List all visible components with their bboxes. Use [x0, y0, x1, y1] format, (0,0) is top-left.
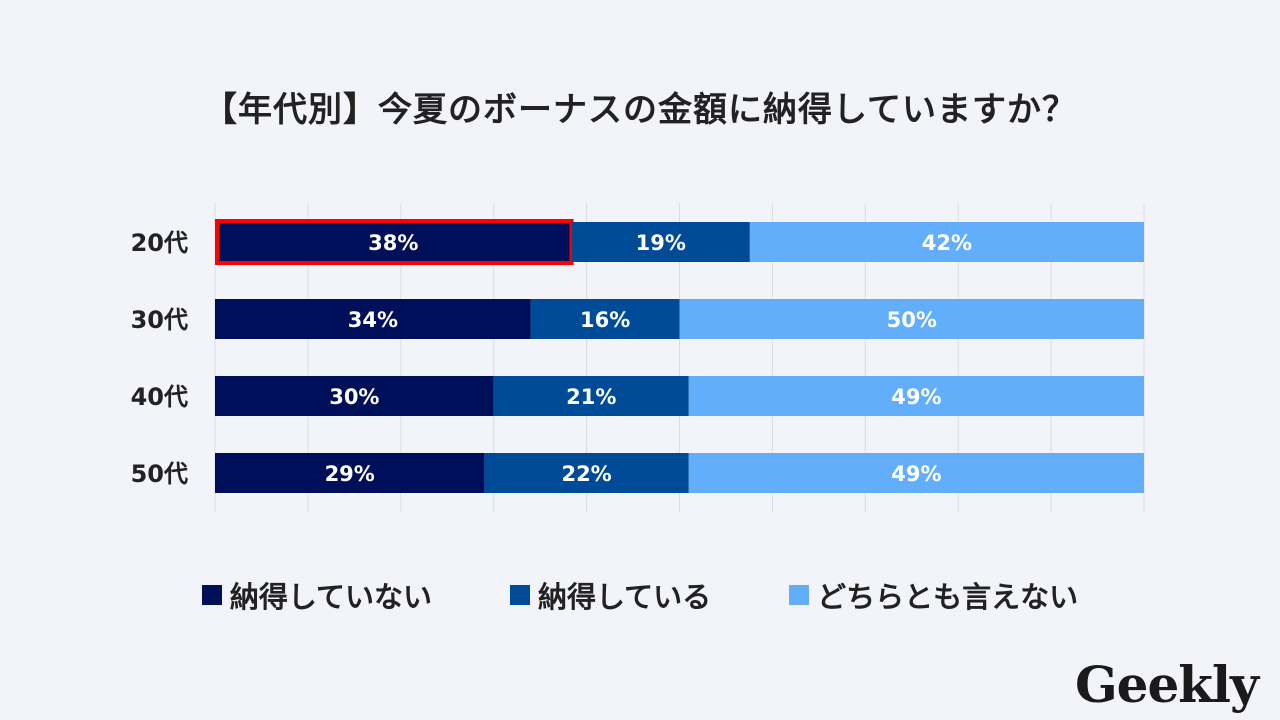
legend-item-not-satisfied: 納得していない: [201, 574, 432, 616]
legend: 納得していない 納得している どちらとも言えない: [0, 574, 1280, 616]
category-label: 40代: [131, 383, 188, 411]
bar-segment: [749, 222, 1144, 262]
category-label: 50代: [131, 460, 188, 488]
category-label: 30代: [131, 306, 188, 334]
data-label: 49%: [891, 462, 941, 486]
data-label: 38%: [368, 231, 418, 255]
bar-segment: [215, 453, 485, 493]
data-label: 30%: [329, 385, 379, 409]
bar-segment: [215, 222, 572, 262]
data-label: 19%: [636, 231, 686, 255]
bar-segment: [571, 222, 750, 262]
bar-segment: [530, 299, 680, 339]
data-label: 22%: [561, 462, 611, 486]
legend-label: 納得している: [537, 580, 712, 614]
legend-swatch: [509, 585, 530, 605]
legend-label: どちらとも言えない: [817, 580, 1079, 614]
data-label: 29%: [325, 462, 375, 486]
data-label: 49%: [891, 385, 941, 409]
legend-swatch: [789, 585, 810, 605]
bar-chart: 20代 38% 19% 42% 30代 34% 16% 50% 40代 30% 21% 49% 50代 2…: [131, 203, 1145, 512]
bar-segment: [679, 299, 1144, 339]
legend-item-satisfied: 納得している: [509, 574, 712, 616]
data-label: 16%: [580, 308, 630, 332]
legend-swatch: [201, 585, 222, 605]
legend-label: 納得していない: [229, 580, 432, 614]
chart-title: 【年代別】今夏のボーナスの金額に納得していますか？: [203, 90, 1077, 130]
bar-segment: [215, 299, 531, 339]
bar-segment: [688, 453, 1144, 493]
bar-segment: [215, 376, 494, 416]
geekly-logo: Geekly: [1074, 655, 1259, 714]
data-label: 50%: [887, 308, 937, 332]
category-label: 20代: [131, 229, 188, 257]
data-label: 42%: [922, 231, 972, 255]
bar-segment: [484, 453, 689, 493]
bar-segment: [688, 376, 1144, 416]
bar-segment: [493, 376, 689, 416]
data-label: 21%: [566, 385, 616, 409]
data-label: 34%: [348, 308, 398, 332]
legend-item-neutral: どちらとも言えない: [789, 574, 1078, 616]
highlight-box: [215, 219, 574, 265]
